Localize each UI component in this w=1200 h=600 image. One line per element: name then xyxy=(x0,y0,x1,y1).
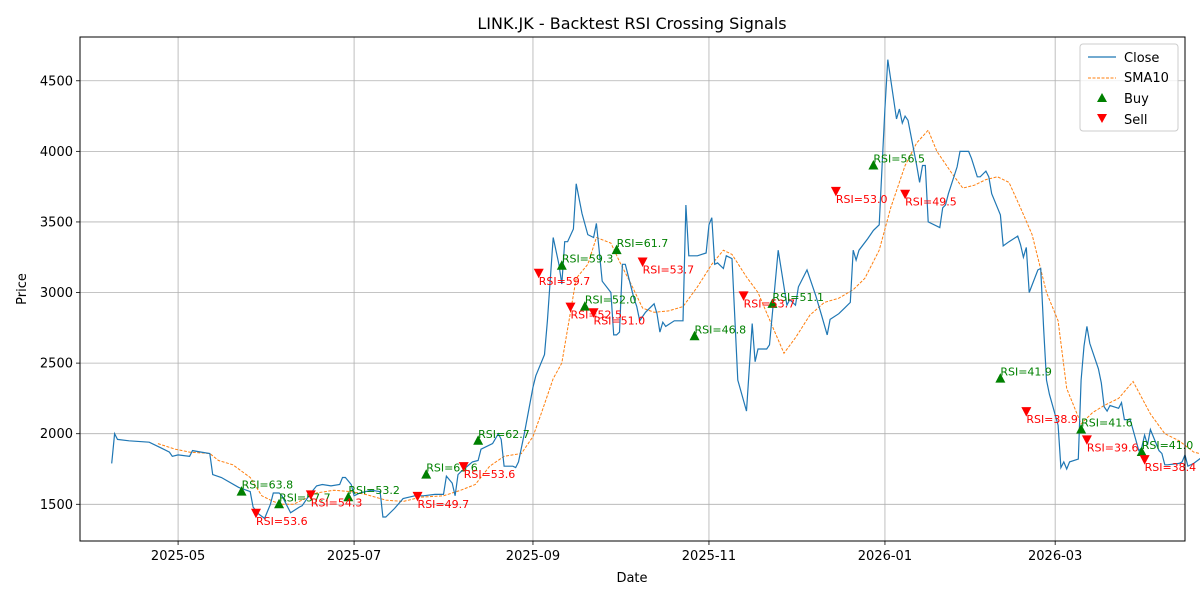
sell-marker xyxy=(588,308,599,318)
buy-rsi-label: RSI=41.0 xyxy=(1142,439,1194,452)
buy-rsi-label: RSI=61.7 xyxy=(617,237,669,250)
sell-rsi-label: RSI=49.5 xyxy=(905,196,957,209)
x-tick-label: 2026-03 xyxy=(1028,549,1082,564)
close-series xyxy=(111,59,1200,520)
x-tick-label: 2025-11 xyxy=(682,549,736,564)
y-tick-label: 3500 xyxy=(40,215,73,230)
sell-rsi-label: RSI=53.0 xyxy=(836,193,888,206)
buy-marker xyxy=(1136,446,1147,457)
buy-marker xyxy=(556,260,567,270)
buy-marker xyxy=(611,244,622,255)
legend-sma10-label: SMA10 xyxy=(1124,71,1169,86)
buy-rsi-label: RSI=46.8 xyxy=(695,323,747,336)
buy-rsi-label: RSI=51.1 xyxy=(772,291,824,304)
buy-marker xyxy=(995,373,1006,383)
sell-marker xyxy=(1081,435,1092,445)
buy-marker xyxy=(579,301,590,311)
legend-sell-marker xyxy=(1097,114,1107,123)
legend-buy-label: Buy xyxy=(1124,92,1149,107)
sell-rsi-label: RSI=53.7 xyxy=(744,297,796,310)
sell-rsi-label: RSI=59.7 xyxy=(539,275,591,288)
sell-marker xyxy=(900,189,911,200)
sell-marker xyxy=(412,491,423,502)
sell-marker xyxy=(533,268,544,279)
sell-marker xyxy=(458,462,469,472)
x-tick-label: 2025-07 xyxy=(327,549,381,564)
sell-rsi-label: RSI=39.6 xyxy=(1087,441,1139,454)
sma10-line xyxy=(157,129,1200,505)
plot-frame xyxy=(79,36,1186,542)
signal-markers: RSI=63.8RSI=57.7RSI=53.2RSI=63.6RSI=62.7… xyxy=(236,152,1197,528)
buy-rsi-label: RSI=57.7 xyxy=(279,491,331,504)
x-tick-label: 2026-01 xyxy=(858,549,912,564)
legend-buy-marker xyxy=(1097,93,1107,102)
y-tick-label: 4500 xyxy=(40,74,73,89)
legend: Close SMA10 Buy Sell xyxy=(1079,43,1179,132)
y-tick-label: 2500 xyxy=(40,357,73,372)
buy-marker xyxy=(343,491,354,502)
x-axis-title: Date xyxy=(616,571,647,586)
buy-marker xyxy=(236,486,247,496)
chart-title: LINK.JK - Backtest RSI Crossing Signals xyxy=(477,14,786,33)
sell-marker xyxy=(305,490,316,500)
legend-close-label: Close xyxy=(1124,51,1159,66)
buy-rsi-label: RSI=59.3 xyxy=(562,253,614,266)
x-axis: 2025-05 2025-07 2025-09 2025-11 2026-01 2026-… xyxy=(151,541,1082,564)
sell-rsi-label: RSI=53.6 xyxy=(256,515,308,528)
buy-rsi-label: RSI=63.8 xyxy=(242,479,294,492)
y-axis: 1500 2000 2500 3000 3500 4000 4500 xyxy=(40,74,80,513)
x-tick-label: 2025-09 xyxy=(506,549,560,564)
buy-marker xyxy=(868,159,879,170)
sma10-series xyxy=(157,129,1200,505)
buy-marker xyxy=(274,498,285,509)
y-tick-label: 2000 xyxy=(40,427,73,442)
x-tick-label: 2025-05 xyxy=(151,549,205,564)
y-tick-label: 3000 xyxy=(40,286,73,301)
sell-marker xyxy=(1021,407,1032,417)
sell-marker xyxy=(637,257,648,267)
close-line xyxy=(111,59,1200,520)
y-tick-label: 1500 xyxy=(40,498,73,513)
y-tick-label: 4000 xyxy=(40,145,73,160)
buy-rsi-label: RSI=62.7 xyxy=(478,428,530,441)
sell-rsi-label: RSI=53.6 xyxy=(464,468,516,481)
sell-marker xyxy=(738,291,749,301)
sell-rsi-label: RSI=38.4 xyxy=(1145,461,1197,474)
sell-rsi-label: RSI=38.9 xyxy=(1026,413,1078,426)
buy-rsi-label: RSI=41.6 xyxy=(1081,416,1133,429)
buy-marker xyxy=(1076,423,1087,434)
sell-rsi-label: RSI=49.7 xyxy=(418,498,470,511)
buy-rsi-label: RSI=41.9 xyxy=(1000,366,1052,379)
sell-marker xyxy=(250,508,261,519)
sell-rsi-label: RSI=52.5 xyxy=(570,309,622,322)
buy-marker xyxy=(473,435,484,445)
buy-marker xyxy=(689,330,700,341)
sell-marker xyxy=(830,186,841,197)
legend-sell-label: Sell xyxy=(1124,113,1147,128)
legend-box xyxy=(1079,43,1179,132)
sell-rsi-label: RSI=54.3 xyxy=(311,496,363,509)
buy-rsi-label: RSI=53.2 xyxy=(348,484,400,497)
sell-marker xyxy=(565,302,576,313)
buy-rsi-label: RSI=56.5 xyxy=(873,152,925,165)
buy-rsi-label: RSI=52.0 xyxy=(585,294,637,307)
buy-marker xyxy=(421,469,432,479)
sell-rsi-label: RSI=51.0 xyxy=(594,314,646,327)
sell-rsi-label: RSI=53.7 xyxy=(643,263,695,276)
y-axis-title: Price xyxy=(15,273,30,305)
sell-marker xyxy=(1139,455,1150,465)
buy-marker xyxy=(767,298,778,308)
